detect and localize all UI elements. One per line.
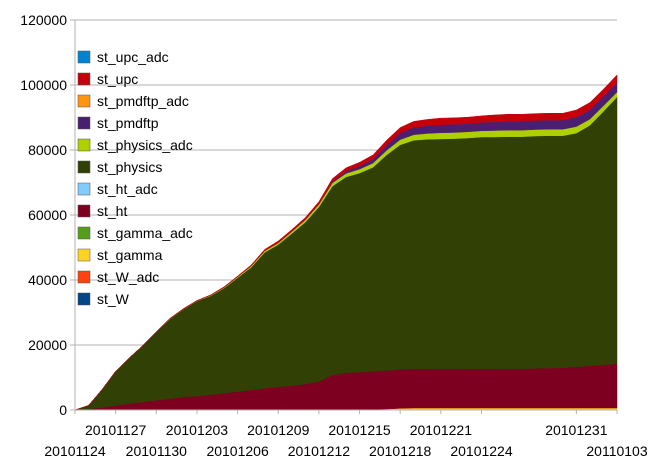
legend-swatch-st-W-adc — [77, 270, 91, 284]
legend-label-st-upc-adc: st_upc_adc — [97, 49, 169, 65]
legend-swatch-st-physics — [77, 160, 91, 174]
x-tick-label-2: 20101130 — [126, 443, 187, 459]
legend-label-st-upc: st_upc — [97, 71, 138, 87]
legend-label-st-pmdftp: st_pmdftp — [97, 115, 159, 131]
x-tick-label-9: 20101221 — [410, 422, 473, 438]
legend-label-st-W: st_W — [97, 291, 130, 307]
x-tick-label-3: 20101203 — [166, 422, 229, 438]
legend-label-st-ht-adc: st_ht_adc — [97, 181, 158, 197]
x-tick-label-5: 20101209 — [247, 422, 310, 438]
legend-swatch-st-upc-adc — [77, 50, 91, 64]
x-axis-ticks: 20101124 20101127 20101130 20101203 20101206… — [44, 410, 648, 459]
y-tick-label-3: 60000 — [28, 207, 67, 223]
legend: st_upc_adc st_upc st_pmdftp_adc st_pmdftpst… — [77, 49, 193, 307]
legend-swatch-st-W — [77, 292, 91, 306]
stacked-areas — [74, 74, 618, 411]
y-axis-ticks: 0 20000 40000 60000 80000 100000 120000 — [20, 12, 75, 418]
legend-swatch-st-ht — [77, 204, 91, 218]
legend-swatch-st-gamma — [77, 248, 91, 262]
legend-swatch-st-pmdftp-adc — [77, 94, 91, 108]
legend-label-st-pmdftp-adc: st_pmdftp_adc — [97, 93, 189, 109]
legend-swatch-st-pmdftp — [77, 116, 91, 130]
legend-label-st-gamma: st_gamma — [97, 247, 163, 263]
y-tick-label-0: 0 — [59, 402, 67, 418]
y-tick-label-2: 40000 — [28, 272, 67, 288]
x-tick-label-11: 20101231 — [545, 422, 608, 438]
legend-swatch-st-gamma-adc — [77, 226, 91, 240]
x-tick-label-7: 20101215 — [328, 422, 391, 438]
legend-swatch-st-physics-adc — [77, 138, 91, 152]
y-tick-label-4: 80000 — [28, 142, 67, 158]
x-tick-label-8: 20101218 — [369, 443, 432, 459]
x-tick-label-12: 20110103 — [586, 443, 647, 459]
legend-label-st-W-adc: st_W_adc — [97, 269, 159, 285]
x-tick-label-10: 20101224 — [450, 443, 513, 459]
legend-label-st-gamma-adc: st_gamma_adc — [97, 225, 193, 241]
y-tick-label-1: 20000 — [28, 337, 67, 353]
legend-label-st-physics: st_physics — [97, 159, 162, 175]
x-tick-label-6: 20101212 — [288, 443, 351, 459]
legend-swatch-st-ht-adc — [77, 182, 91, 196]
y-tick-label-6: 120000 — [20, 12, 67, 28]
legend-swatch-st-upc — [77, 72, 91, 86]
x-tick-label-0: 20101124 — [44, 443, 105, 459]
legend-label-st-ht: st_ht — [97, 203, 127, 219]
area-st-upc — [74, 74, 618, 411]
x-tick-label-1: 20101127 — [85, 422, 146, 438]
x-tick-label-4: 20101206 — [206, 443, 269, 459]
y-tick-label-5: 100000 — [20, 77, 67, 93]
legend-label-st-physics-adc: st_physics_adc — [97, 137, 193, 153]
